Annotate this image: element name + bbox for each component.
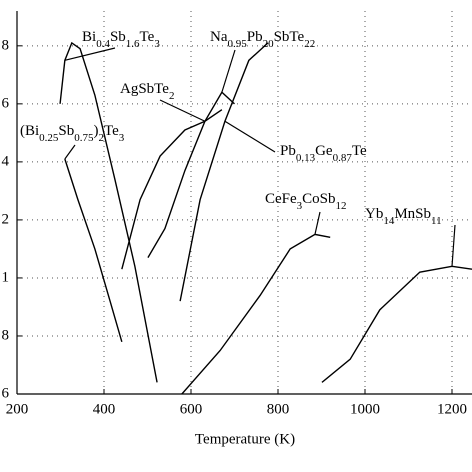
annotation-arrow (221, 49, 236, 93)
x-tick-label: 1200 (437, 401, 467, 417)
x-tick-label: 400 (93, 401, 116, 417)
line (179, 42, 269, 302)
line (59, 41, 158, 383)
series-label: CeFe3CoSb12 (265, 191, 347, 211)
series-label: Pb0.13Ge0.87Te (280, 143, 367, 163)
line (121, 109, 223, 270)
x-tick-label: 600 (180, 401, 203, 417)
series-label: Na0.95Pb20SbTe22 (210, 29, 315, 49)
annotation-arrow (451, 224, 456, 267)
series-label: AgSbTe2 (120, 81, 174, 101)
series-label: (Bi0.25Sb0.75)2Te3 (20, 123, 125, 143)
x-tick-label: 1000 (350, 401, 380, 417)
y-tick-label: 6 (2, 385, 10, 401)
annotation-arrow (159, 99, 206, 122)
y-tick-label: 6 (2, 95, 10, 111)
line (181, 233, 331, 395)
y-tick-label: 4 (2, 153, 10, 169)
annotation-arrow (224, 120, 276, 153)
y-tick-label: 8 (2, 327, 10, 343)
x-axis-label: Temperature (K) (195, 431, 295, 447)
series-label: Yb14MnSb11 (365, 206, 442, 226)
x-tick-label: 200 (6, 401, 29, 417)
annotation-arrow (64, 47, 116, 61)
line (147, 91, 235, 258)
y-tick-label: 2 (2, 211, 10, 227)
line (64, 158, 123, 342)
line (321, 265, 472, 383)
annotation-arrow (64, 144, 76, 160)
y-tick-label: 8 (2, 37, 10, 53)
series-label: Bi0.4Sb1.6Te3 (82, 29, 160, 49)
y-tick-label: 1 (2, 269, 10, 285)
x-tick-label: 800 (267, 401, 290, 417)
annotation-arrow (314, 211, 321, 235)
